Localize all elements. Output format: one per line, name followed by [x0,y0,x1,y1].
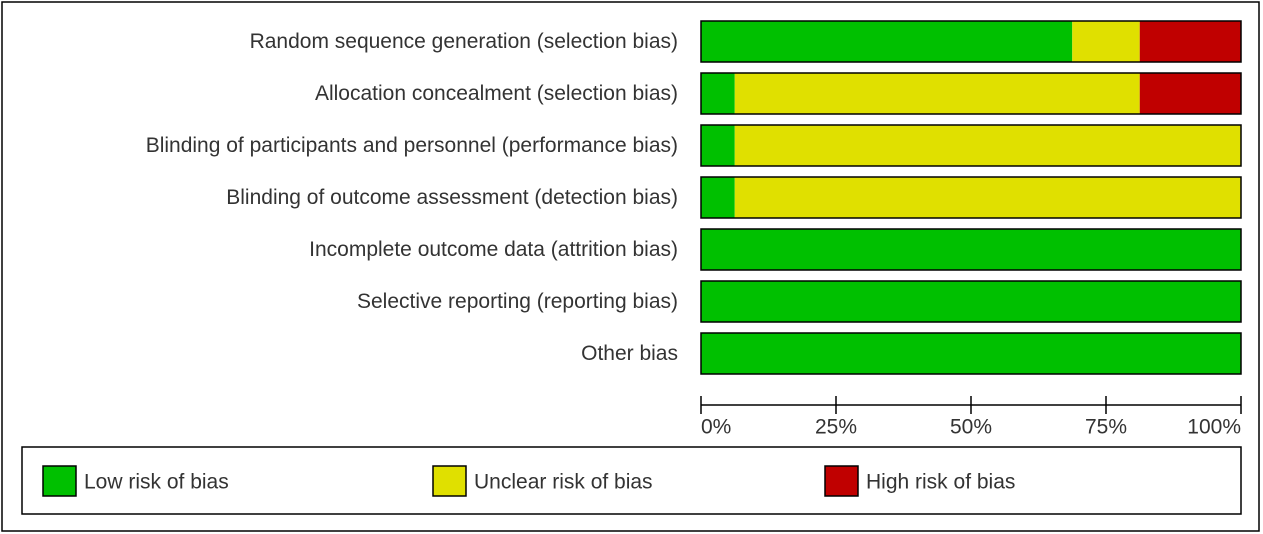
bar-segment [1139,73,1241,114]
bar-segment [1072,21,1140,62]
bar-outline [700,228,1242,271]
category-label: Allocation concealment (selection bias) [315,82,678,105]
bar-segment [734,125,1241,166]
bar-segment [701,21,1073,62]
bar-segment [701,281,1241,322]
category-label: Blinding of outcome assessment (detectio… [226,186,678,209]
bar-outline [700,280,1242,323]
bar-outline [700,124,1242,167]
category-label: Random sequence generation (selection bi… [250,30,678,53]
bar-outline [700,176,1242,219]
x-tick-label: 100% [1187,416,1241,439]
legend-box [21,446,1242,515]
x-tick-label: 0% [701,416,731,439]
category-label: Blinding of participants and personnel (… [146,134,678,157]
legend-swatch [432,465,467,497]
legend-swatch [42,465,77,497]
category-label: Incomplete outcome data (attrition bias) [309,238,678,261]
bar-segment [734,73,1140,114]
x-tick-label: 75% [1085,416,1127,439]
bar-segment [701,333,1241,374]
bar-segment [1139,21,1241,62]
x-tick-label: 25% [815,416,857,439]
bar-segment [734,177,1241,218]
bar-segment [701,125,735,166]
legend-label: Low risk of bias [84,471,229,494]
bar-outline [700,20,1242,63]
category-label: Selective reporting (reporting bias) [357,290,678,313]
bar-segment [701,229,1241,270]
legend-label: Unclear risk of bias [474,471,653,494]
legend-label: High risk of bias [866,471,1015,494]
bar-segment [701,177,735,218]
category-label: Other bias [581,342,678,365]
x-tick-label: 50% [950,416,992,439]
bar-outline [700,332,1242,375]
legend-swatch [824,465,859,497]
bar-outline [700,72,1242,115]
bar-segment [701,73,735,114]
